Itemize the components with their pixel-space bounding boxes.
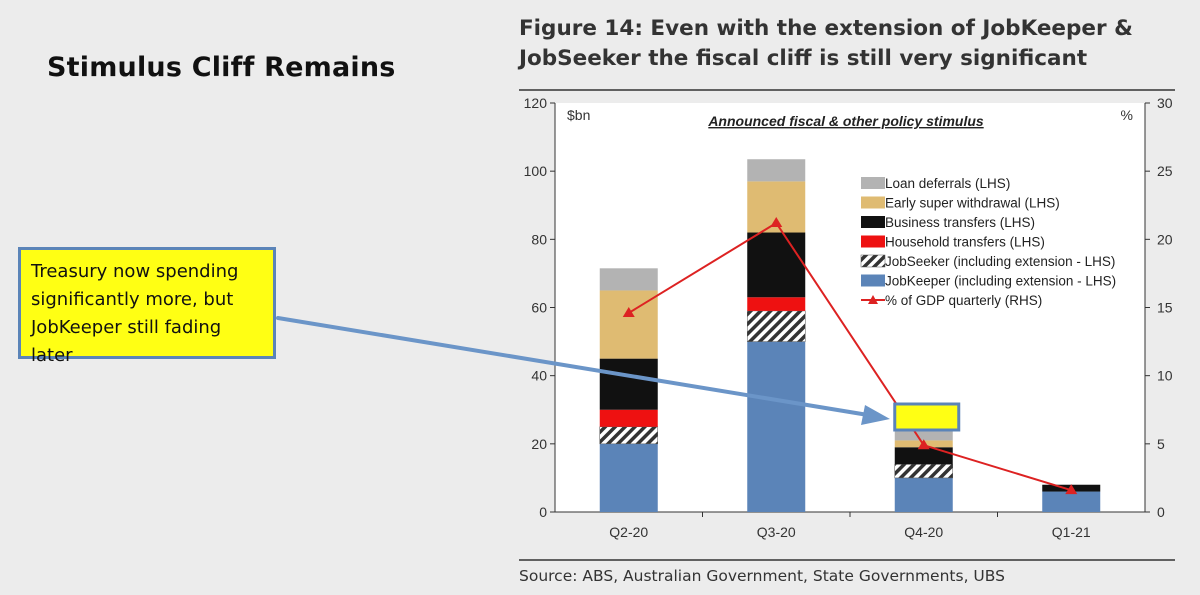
highlight-box: [893, 402, 961, 432]
bar-loan: [747, 159, 806, 182]
bar-jobseeker: [894, 464, 953, 479]
bar-jobkeeper: [1042, 491, 1101, 512]
bar-loan: [599, 268, 658, 291]
callout-box: Treasury now spending significantly more…: [18, 247, 276, 366]
y2-axis-label: %: [1121, 107, 1133, 123]
x-tick-label: Q2-20: [609, 524, 648, 540]
bar-business: [894, 447, 953, 465]
gdp-line: [628, 221, 1072, 492]
legend-swatch-household: [861, 235, 885, 248]
y-tick-label: 80: [531, 231, 547, 247]
bar-jobkeeper: [599, 443, 658, 512]
legend-swatch-super: [861, 196, 885, 209]
y2-tick-label: 10: [1157, 368, 1173, 384]
x-tick-label: Q1-21: [1052, 524, 1091, 540]
legend-marker-gdp: [868, 295, 878, 304]
y2-tick-label: 25: [1157, 163, 1173, 179]
legend-label-gdp_line: % of GDP quarterly (RHS): [885, 293, 1042, 308]
figure-title-line-2: JobSeeker the fiscal cliff is still very…: [519, 46, 1088, 71]
y-tick-label: 60: [531, 300, 547, 316]
legend-swatch-loan: [861, 177, 885, 189]
source-note: Source: ABS, Australian Government, Stat…: [519, 567, 1005, 585]
y2-tick-label: 0: [1157, 504, 1165, 520]
y-tick-label: 0: [539, 504, 547, 520]
gdp-point: [622, 306, 635, 317]
bar-household: [599, 409, 658, 427]
bar-jobkeeper: [894, 477, 953, 512]
figure-title-line-1: Figure 14: Even with the extension of Jo…: [519, 16, 1133, 41]
y-tick-label: 100: [524, 163, 548, 179]
bar-jobseeker: [747, 310, 806, 342]
y-tick-label: 40: [531, 368, 547, 384]
bar-business: [747, 232, 806, 298]
chart-title: Announced fiscal & other policy stimulus: [707, 113, 984, 129]
legend-label-loan: Loan deferrals (LHS): [885, 176, 1010, 191]
y2-tick-label: 20: [1157, 231, 1173, 247]
gdp-point: [770, 216, 783, 227]
y-tick-label: 20: [531, 436, 547, 452]
legend-label-jobkeeper: JobKeeper (including extension - LHS): [885, 274, 1116, 289]
slide-title: Stimulus Cliff Remains: [47, 52, 396, 83]
bar-household: [747, 297, 806, 311]
bar-jobkeeper: [747, 341, 806, 512]
bar-loan: [894, 430, 953, 441]
y2-tick-label: 5: [1157, 436, 1165, 452]
bar-business: [599, 358, 658, 410]
y-tick-label: 120: [524, 95, 548, 111]
pointer-arrow-head: [861, 405, 890, 425]
legend-label-jobseeker: JobSeeker (including extension - LHS): [885, 254, 1115, 269]
bar-jobseeker: [599, 426, 658, 445]
y2-tick-label: 15: [1157, 300, 1173, 316]
figure-title: Figure 14: Even with the extension of Jo…: [519, 14, 1169, 74]
legend-swatch-jobkeeper: [861, 274, 885, 287]
legend-swatch-business: [861, 216, 885, 228]
pointer-arrow-line: [276, 316, 870, 417]
gdp-point: [1065, 484, 1078, 495]
y-axis-label: $bn: [567, 107, 590, 123]
y2-tick-label: 30: [1157, 95, 1173, 111]
gdp-point: [917, 439, 930, 450]
legend-swatch-jobseeker: [860, 254, 886, 268]
legend-label-super: Early super withdrawal (LHS): [885, 196, 1060, 211]
x-tick-label: Q4-20: [904, 524, 943, 540]
legend-label-household: Household transfers (LHS): [885, 235, 1045, 250]
legend-label-business: Business transfers (LHS): [885, 215, 1035, 230]
x-tick-label: Q3-20: [757, 524, 796, 540]
